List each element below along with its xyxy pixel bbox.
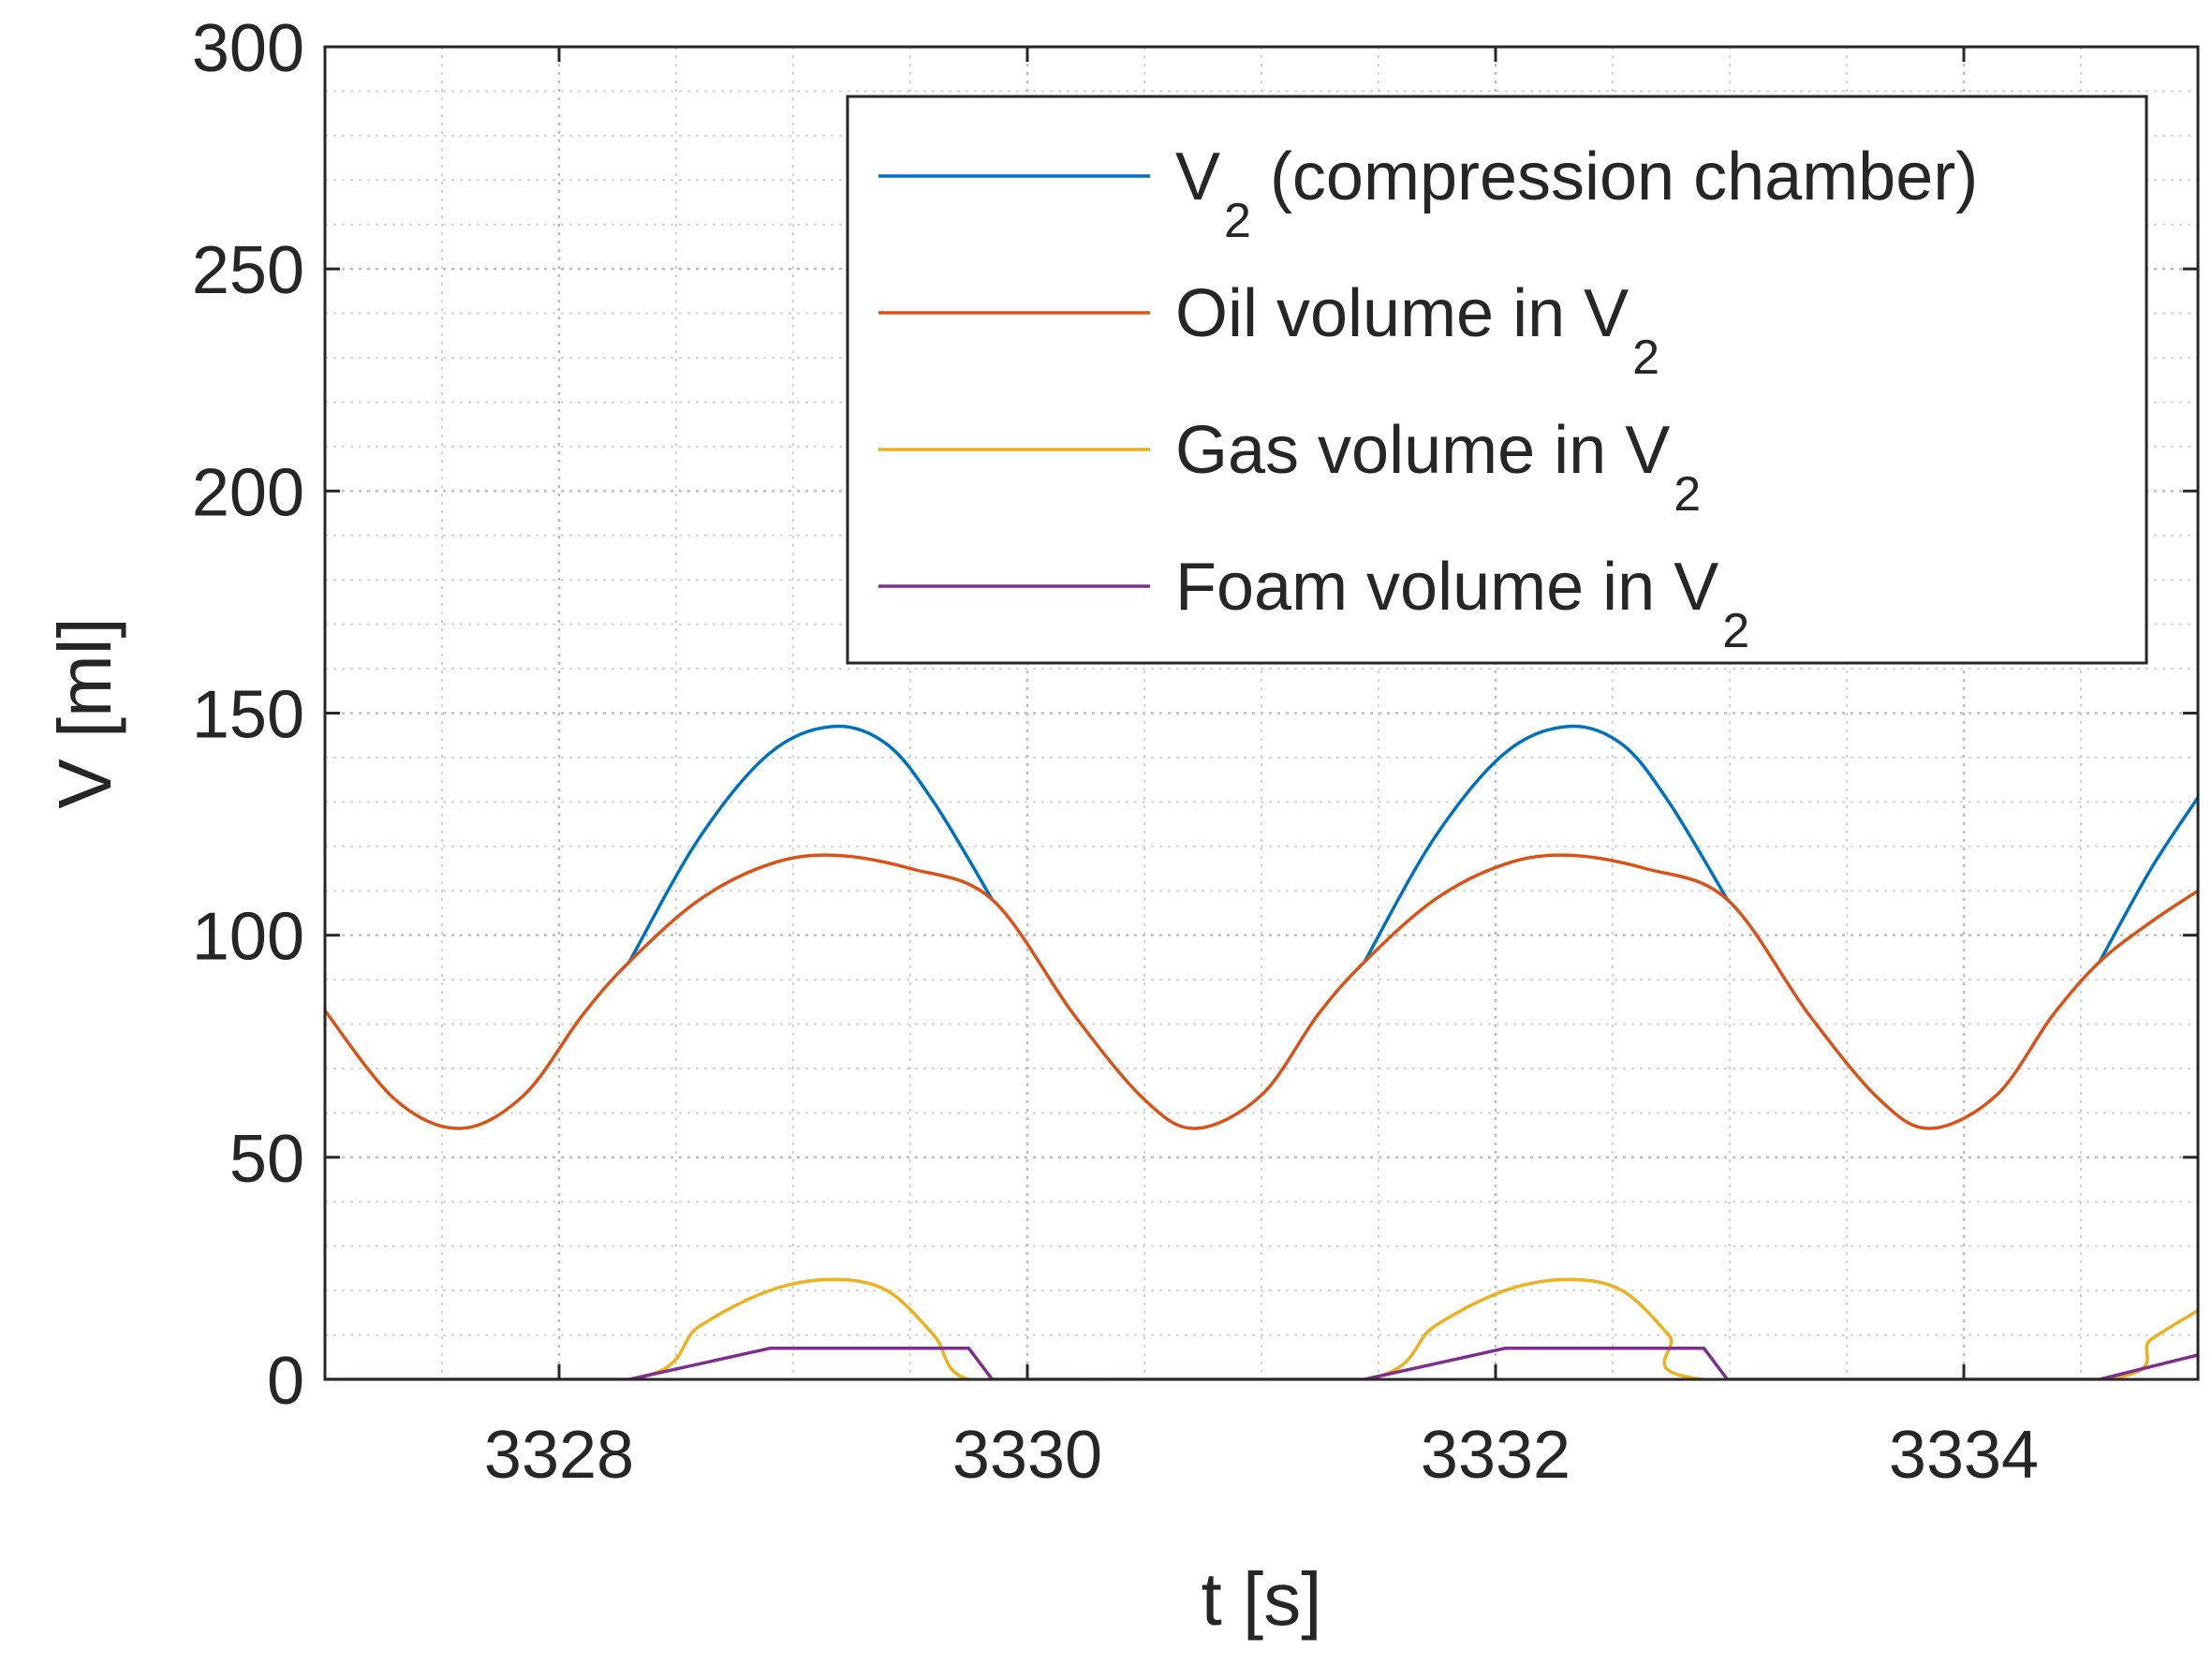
legend-label-subscript: 2 xyxy=(1722,604,1749,658)
legend-label-subscript: 2 xyxy=(1224,194,1251,248)
legend-label-subscript: 2 xyxy=(1674,467,1701,522)
series-line-1 xyxy=(2098,795,2198,964)
legend-label-main: Foam volume in V xyxy=(1175,550,1718,625)
y-axis-label: V [ml] xyxy=(43,617,126,808)
legend-label-subscript: 2 xyxy=(1632,331,1659,385)
y-tick-label: 150 xyxy=(192,678,304,753)
y-tick-label: 300 xyxy=(192,11,304,86)
x-axis-label: t [s] xyxy=(1202,1557,1322,1641)
x-tick-label: 3330 xyxy=(952,1418,1102,1493)
series-line-1 xyxy=(1363,724,1730,964)
legend: V2 (compression chamber)Oil volume in V2… xyxy=(846,95,2148,665)
legend-label-main: Gas volume in V xyxy=(1175,413,1670,488)
legend-label-main: Oil volume in V xyxy=(1175,276,1629,351)
x-tick-label: 3328 xyxy=(484,1418,634,1493)
series-line-3 xyxy=(325,1277,2198,1379)
legend-label-2: Oil volume in V2 xyxy=(1175,276,1659,385)
y-tick-label: 0 xyxy=(267,1344,304,1419)
x-tick-label: 3334 xyxy=(1889,1418,2039,1493)
series-lines xyxy=(325,724,2198,1379)
y-tick-label: 200 xyxy=(192,455,304,530)
series-line-1 xyxy=(627,724,995,964)
legend-label-4: Foam volume in V2 xyxy=(1175,550,1749,658)
legend-label-main: V xyxy=(1175,140,1220,214)
y-tick-label: 50 xyxy=(229,1122,304,1197)
legend-box xyxy=(846,95,2148,665)
series-line-4 xyxy=(325,1347,2198,1379)
x-tick-label: 3332 xyxy=(1421,1418,1571,1493)
axis-ticks: 0 50 100 150 200 250 300 3328 3330 3332 3334 xyxy=(192,11,2198,1493)
legend-label-3: Gas volume in V2 xyxy=(1175,413,1701,522)
series-line-2 xyxy=(325,853,2198,1130)
y-tick-label: 250 xyxy=(192,233,304,308)
y-tick-label: 100 xyxy=(192,900,304,975)
legend-label-1: V2 (compression chamber) xyxy=(1175,140,1978,248)
legend-label-tail: (compression chamber) xyxy=(1251,140,1978,214)
